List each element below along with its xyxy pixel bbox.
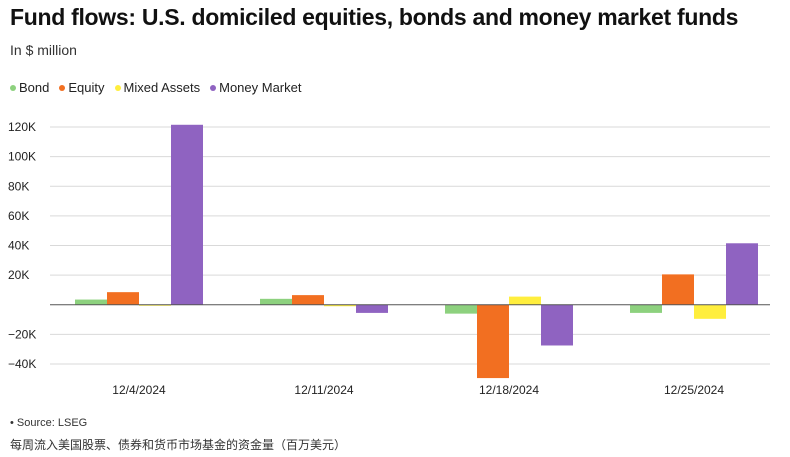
y-tick-label: 20K xyxy=(8,268,29,282)
legend-item-money-market: Money Market xyxy=(210,80,301,95)
bar-mixed-assets-2 xyxy=(509,296,541,305)
y-tick-label: −20K xyxy=(8,327,36,341)
bar-equity-3 xyxy=(662,274,694,305)
legend-swatch xyxy=(114,84,121,91)
legend-item-mixed-assets: Mixed Assets xyxy=(114,80,201,95)
bar-equity-1 xyxy=(292,295,324,305)
bar-equity-2 xyxy=(477,304,509,379)
y-tick-label: 100K xyxy=(8,150,36,164)
legend-item-equity: Equity xyxy=(59,80,105,95)
x-tick-label: 12/18/2024 xyxy=(479,383,539,397)
bar-money-market-1 xyxy=(356,304,388,313)
chart-title: Fund flows: U.S. domiciled equities, bon… xyxy=(10,4,739,30)
chart-subtitle: In $ million xyxy=(10,42,77,58)
y-tick-label: 40K xyxy=(8,239,29,253)
legend-label: Mixed Assets xyxy=(123,80,201,95)
x-tick-label: 12/25/2024 xyxy=(664,383,724,397)
legend: Bond Equity Mixed Assets Money Market xyxy=(10,80,301,95)
bar-mixed-assets-3 xyxy=(694,304,726,319)
y-tick-label: 80K xyxy=(8,179,29,193)
bar-bond-3 xyxy=(630,304,662,313)
bar-chart: −40K −20K 20K 40K 60K 80K 100K 120K 12/4/2024 12/… xyxy=(8,120,770,397)
bar-bond-2 xyxy=(445,304,477,314)
legend-swatch xyxy=(59,84,66,91)
x-tick-label: 12/4/2024 xyxy=(112,383,166,397)
bar-bond-0 xyxy=(75,299,107,305)
bar-bond-1 xyxy=(260,298,292,305)
legend-swatch xyxy=(210,84,217,91)
legend-label: Equity xyxy=(68,80,105,95)
bar-equity-0 xyxy=(107,292,139,305)
source-note: • Source: LSEG xyxy=(10,417,88,429)
y-tick-label: −40K xyxy=(8,357,36,371)
y-tick-label: 60K xyxy=(8,209,29,223)
bar-money-market-2 xyxy=(541,304,573,346)
legend-swatch xyxy=(10,84,16,91)
chinese-caption: 每周流入美国股票、债券和货币市场基金的资金量（百万美元） xyxy=(10,438,347,452)
y-tick-label: 120K xyxy=(8,120,36,134)
bar-money-market-3 xyxy=(726,243,758,305)
bar-money-market-0 xyxy=(171,124,203,305)
legend-item-bond: Bond xyxy=(10,80,49,95)
x-tick-label: 12/11/2024 xyxy=(294,383,353,397)
legend-label: Money Market xyxy=(219,80,302,95)
bar-mixed-assets-1 xyxy=(324,304,356,307)
legend-label: Bond xyxy=(19,80,50,95)
